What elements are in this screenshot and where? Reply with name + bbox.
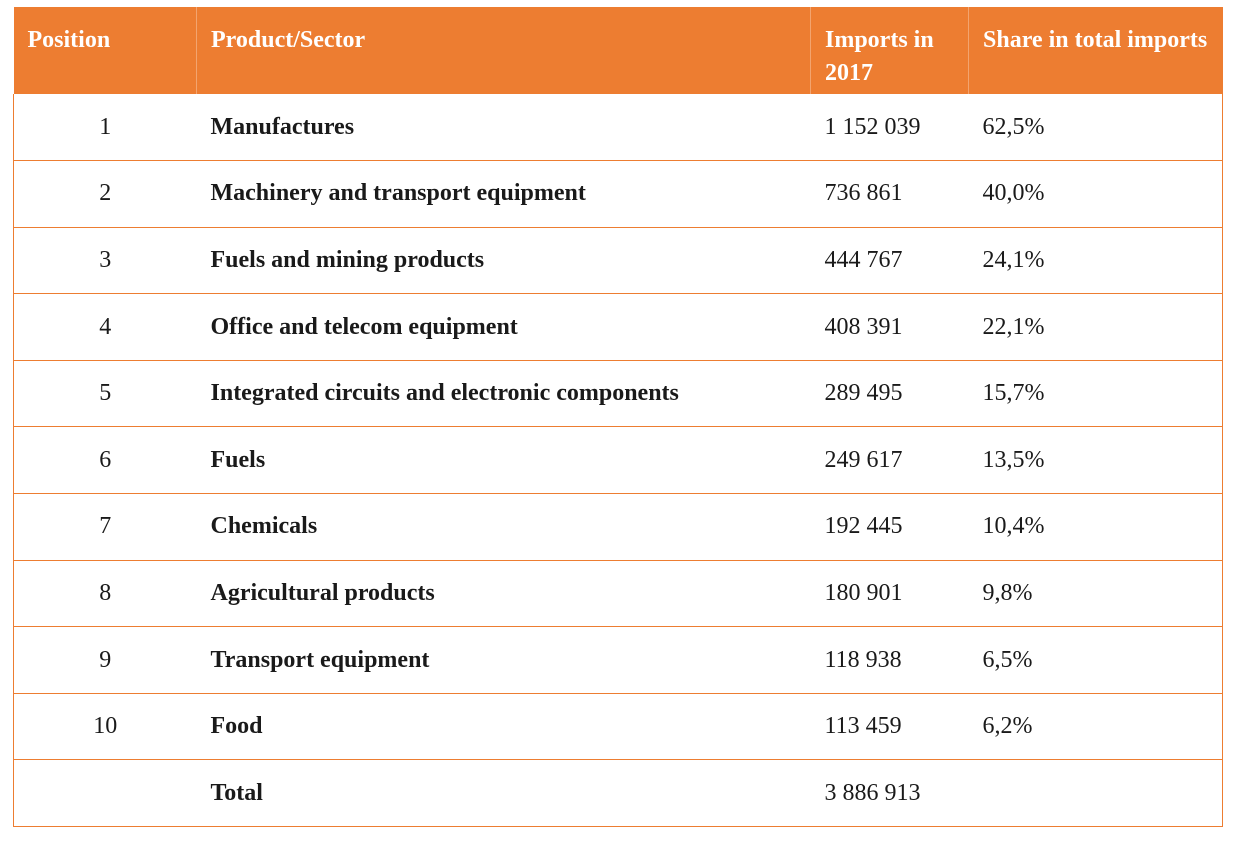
table-row: 9 Transport equipment 118 938 6,5% (13, 626, 1223, 694)
cell-position: 7 (13, 493, 197, 561)
cell-share: 10,4% (968, 493, 1223, 561)
cell-position: 10 (13, 693, 197, 761)
cell-imports: 3 886 913 (810, 759, 969, 828)
table-row: Total 3 886 913 (13, 759, 1223, 828)
cell-imports: 192 445 (810, 493, 969, 561)
cell-product: Fuels and mining products (196, 227, 811, 295)
table-row: 6 Fuels 249 617 13,5% (13, 426, 1223, 495)
cell-position: 5 (13, 360, 197, 428)
imports-table: Position Product/Sector Imports in 2017 … (13, 7, 1223, 828)
cell-product: Agricultural products (196, 560, 811, 628)
cell-position: 9 (13, 626, 197, 694)
cell-position (13, 759, 197, 828)
table-row: 10 Food 113 459 6,2% (13, 693, 1223, 761)
header-row: Position Product/Sector Imports in 2017 … (13, 7, 1223, 94)
header-imports: Imports in 2017 (810, 7, 969, 94)
cell-product: Office and telecom equipment (196, 293, 811, 361)
cell-share: 24,1% (968, 227, 1223, 295)
cell-imports: 113 459 (810, 693, 969, 761)
header-share: Share in total imports (968, 7, 1223, 94)
cell-share: 40,0% (968, 160, 1223, 228)
cell-product: Manufactures (196, 94, 811, 162)
table-row: 7 Chemicals 192 445 10,4% (13, 493, 1223, 561)
cell-product: Fuels (196, 426, 811, 495)
cell-position: 2 (13, 160, 197, 228)
cell-share (968, 759, 1223, 828)
table-row: 4 Office and telecom equipment 408 391 22,1… (13, 293, 1223, 361)
table-row: 1 Manufactures 1 152 039 62,5% (13, 94, 1223, 162)
cell-imports: 289 495 (810, 360, 969, 428)
cell-position: 1 (13, 94, 197, 162)
cell-share: 9,8% (968, 560, 1223, 628)
cell-product: Machinery and transport equipment (196, 160, 811, 228)
cell-product: Transport equipment (196, 626, 811, 694)
cell-position: 8 (13, 560, 197, 628)
cell-imports: 1 152 039 (810, 94, 969, 162)
cell-imports: 736 861 (810, 160, 969, 228)
table-row: 2 Machinery and transport equipment 736 86… (13, 160, 1223, 228)
cell-position: 6 (13, 426, 197, 495)
table-row: 5 Integrated circuits and electronic comp… (13, 360, 1223, 428)
table-header: Position Product/Sector Imports in 2017 … (13, 7, 1223, 94)
cell-share: 22,1% (968, 293, 1223, 361)
cell-share: 15,7% (968, 360, 1223, 428)
cell-position: 4 (13, 293, 197, 361)
table-body: 1 Manufactures 1 152 039 62,5% 2 Machinery an… (13, 94, 1223, 828)
cell-product: Chemicals (196, 493, 811, 561)
cell-share: 6,5% (968, 626, 1223, 694)
header-product: Product/Sector (196, 7, 811, 94)
header-position: Position (13, 7, 197, 94)
cell-share: 62,5% (968, 94, 1223, 162)
table-row: 8 Agricultural products 180 901 9,8% (13, 560, 1223, 628)
cell-product: Total (196, 759, 811, 828)
table-row: 3 Fuels and mining products 444 767 24,1% (13, 227, 1223, 295)
imports-table-container: Position Product/Sector Imports in 2017 … (13, 7, 1223, 828)
cell-imports: 118 938 (810, 626, 969, 694)
cell-position: 3 (13, 227, 197, 295)
cell-imports: 180 901 (810, 560, 969, 628)
cell-imports: 408 391 (810, 293, 969, 361)
cell-imports: 249 617 (810, 426, 969, 495)
cell-product: Integrated circuits and electronic compo… (196, 360, 811, 428)
cell-imports: 444 767 (810, 227, 969, 295)
cell-product: Food (196, 693, 811, 761)
cell-share: 13,5% (968, 426, 1223, 495)
cell-share: 6,2% (968, 693, 1223, 761)
